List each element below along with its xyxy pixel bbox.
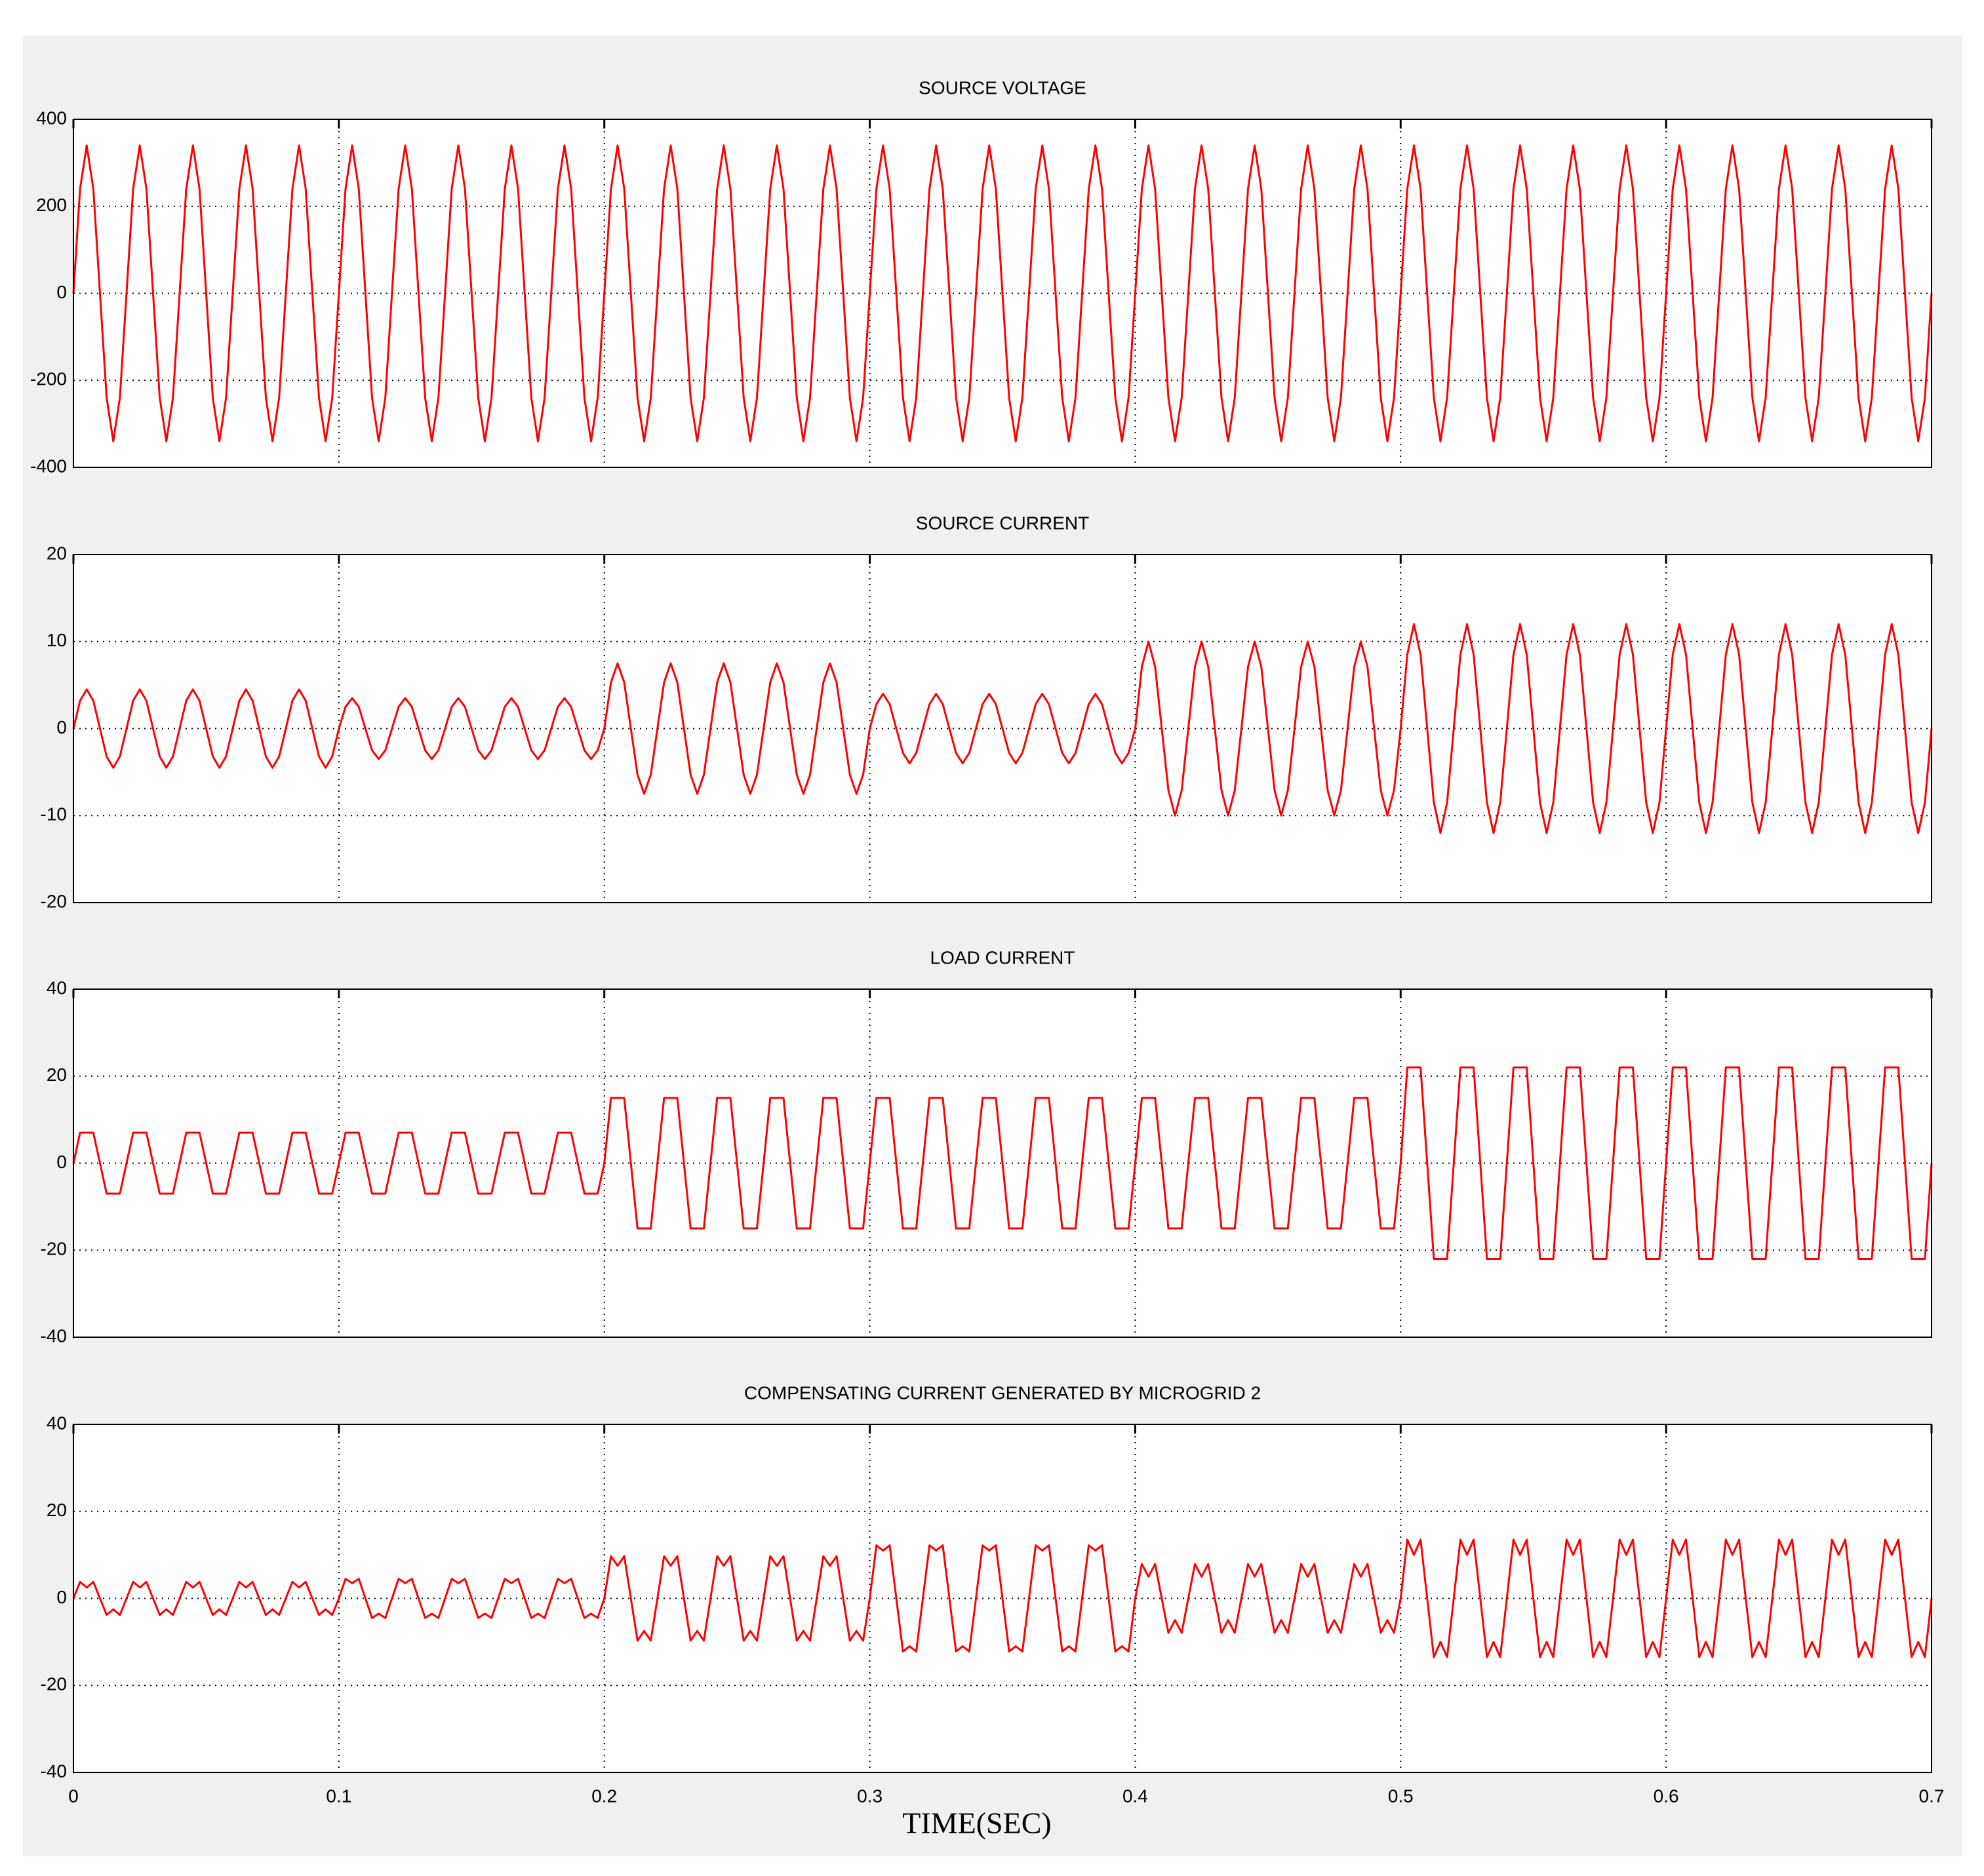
y-tick-label: 40 [47, 977, 67, 998]
plot-title: SOURCE VOLTAGE [919, 77, 1086, 98]
plot-title: COMPENSATING CURRENT GENERATED BY MICROG… [744, 1382, 1261, 1403]
plot-title: SOURCE CURRENT [916, 513, 1089, 533]
x-tick-label: 0.2 [591, 1786, 617, 1806]
y-tick-label: 20 [47, 1065, 67, 1085]
plot-title: LOAD CURRENT [930, 947, 1075, 967]
x-axis-label: TIME(SEC) [902, 1807, 1051, 1840]
x-tick-label: 0.5 [1388, 1786, 1414, 1806]
x-tick-label: 0.4 [1122, 1786, 1148, 1806]
y-tick-label: -40 [41, 1325, 67, 1346]
y-tick-label: 0 [56, 282, 67, 302]
waveform [72, 144, 1933, 442]
x-tick-label: 0.6 [1654, 1786, 1679, 1806]
waveform [72, 1538, 1933, 1658]
x-tick-label: 0.7 [1919, 1786, 1945, 1806]
y-tick-label: 0 [56, 717, 67, 737]
y-tick-label: 10 [47, 630, 67, 650]
plot-frame [73, 554, 1932, 903]
y-tick-label: -400 [30, 456, 67, 476]
y-tick-label: 200 [36, 195, 67, 215]
x-tick-label: 0 [68, 1786, 79, 1806]
plot-frame [73, 119, 1932, 468]
y-tick-label: 400 [36, 107, 67, 128]
y-tick-label: 40 [47, 1413, 67, 1433]
y-tick-label: -200 [30, 369, 67, 389]
y-tick-label: 20 [47, 543, 67, 563]
plot-frame [73, 1424, 1932, 1773]
x-tick-label: 0.1 [326, 1786, 351, 1806]
y-tick-label: -20 [41, 891, 67, 911]
y-tick-label: 20 [47, 1500, 67, 1520]
y-tick-label: 0 [56, 1152, 67, 1172]
x-tick-label: 0.3 [857, 1786, 883, 1806]
y-tick-label: 0 [56, 1587, 67, 1607]
y-tick-label: -40 [41, 1761, 67, 1781]
y-tick-label: -20 [41, 1239, 67, 1259]
waveform [72, 623, 1933, 834]
waveform [72, 1066, 1933, 1260]
y-tick-label: -20 [41, 1674, 67, 1694]
plot-frame [73, 988, 1932, 1338]
y-tick-label: -10 [41, 804, 67, 825]
